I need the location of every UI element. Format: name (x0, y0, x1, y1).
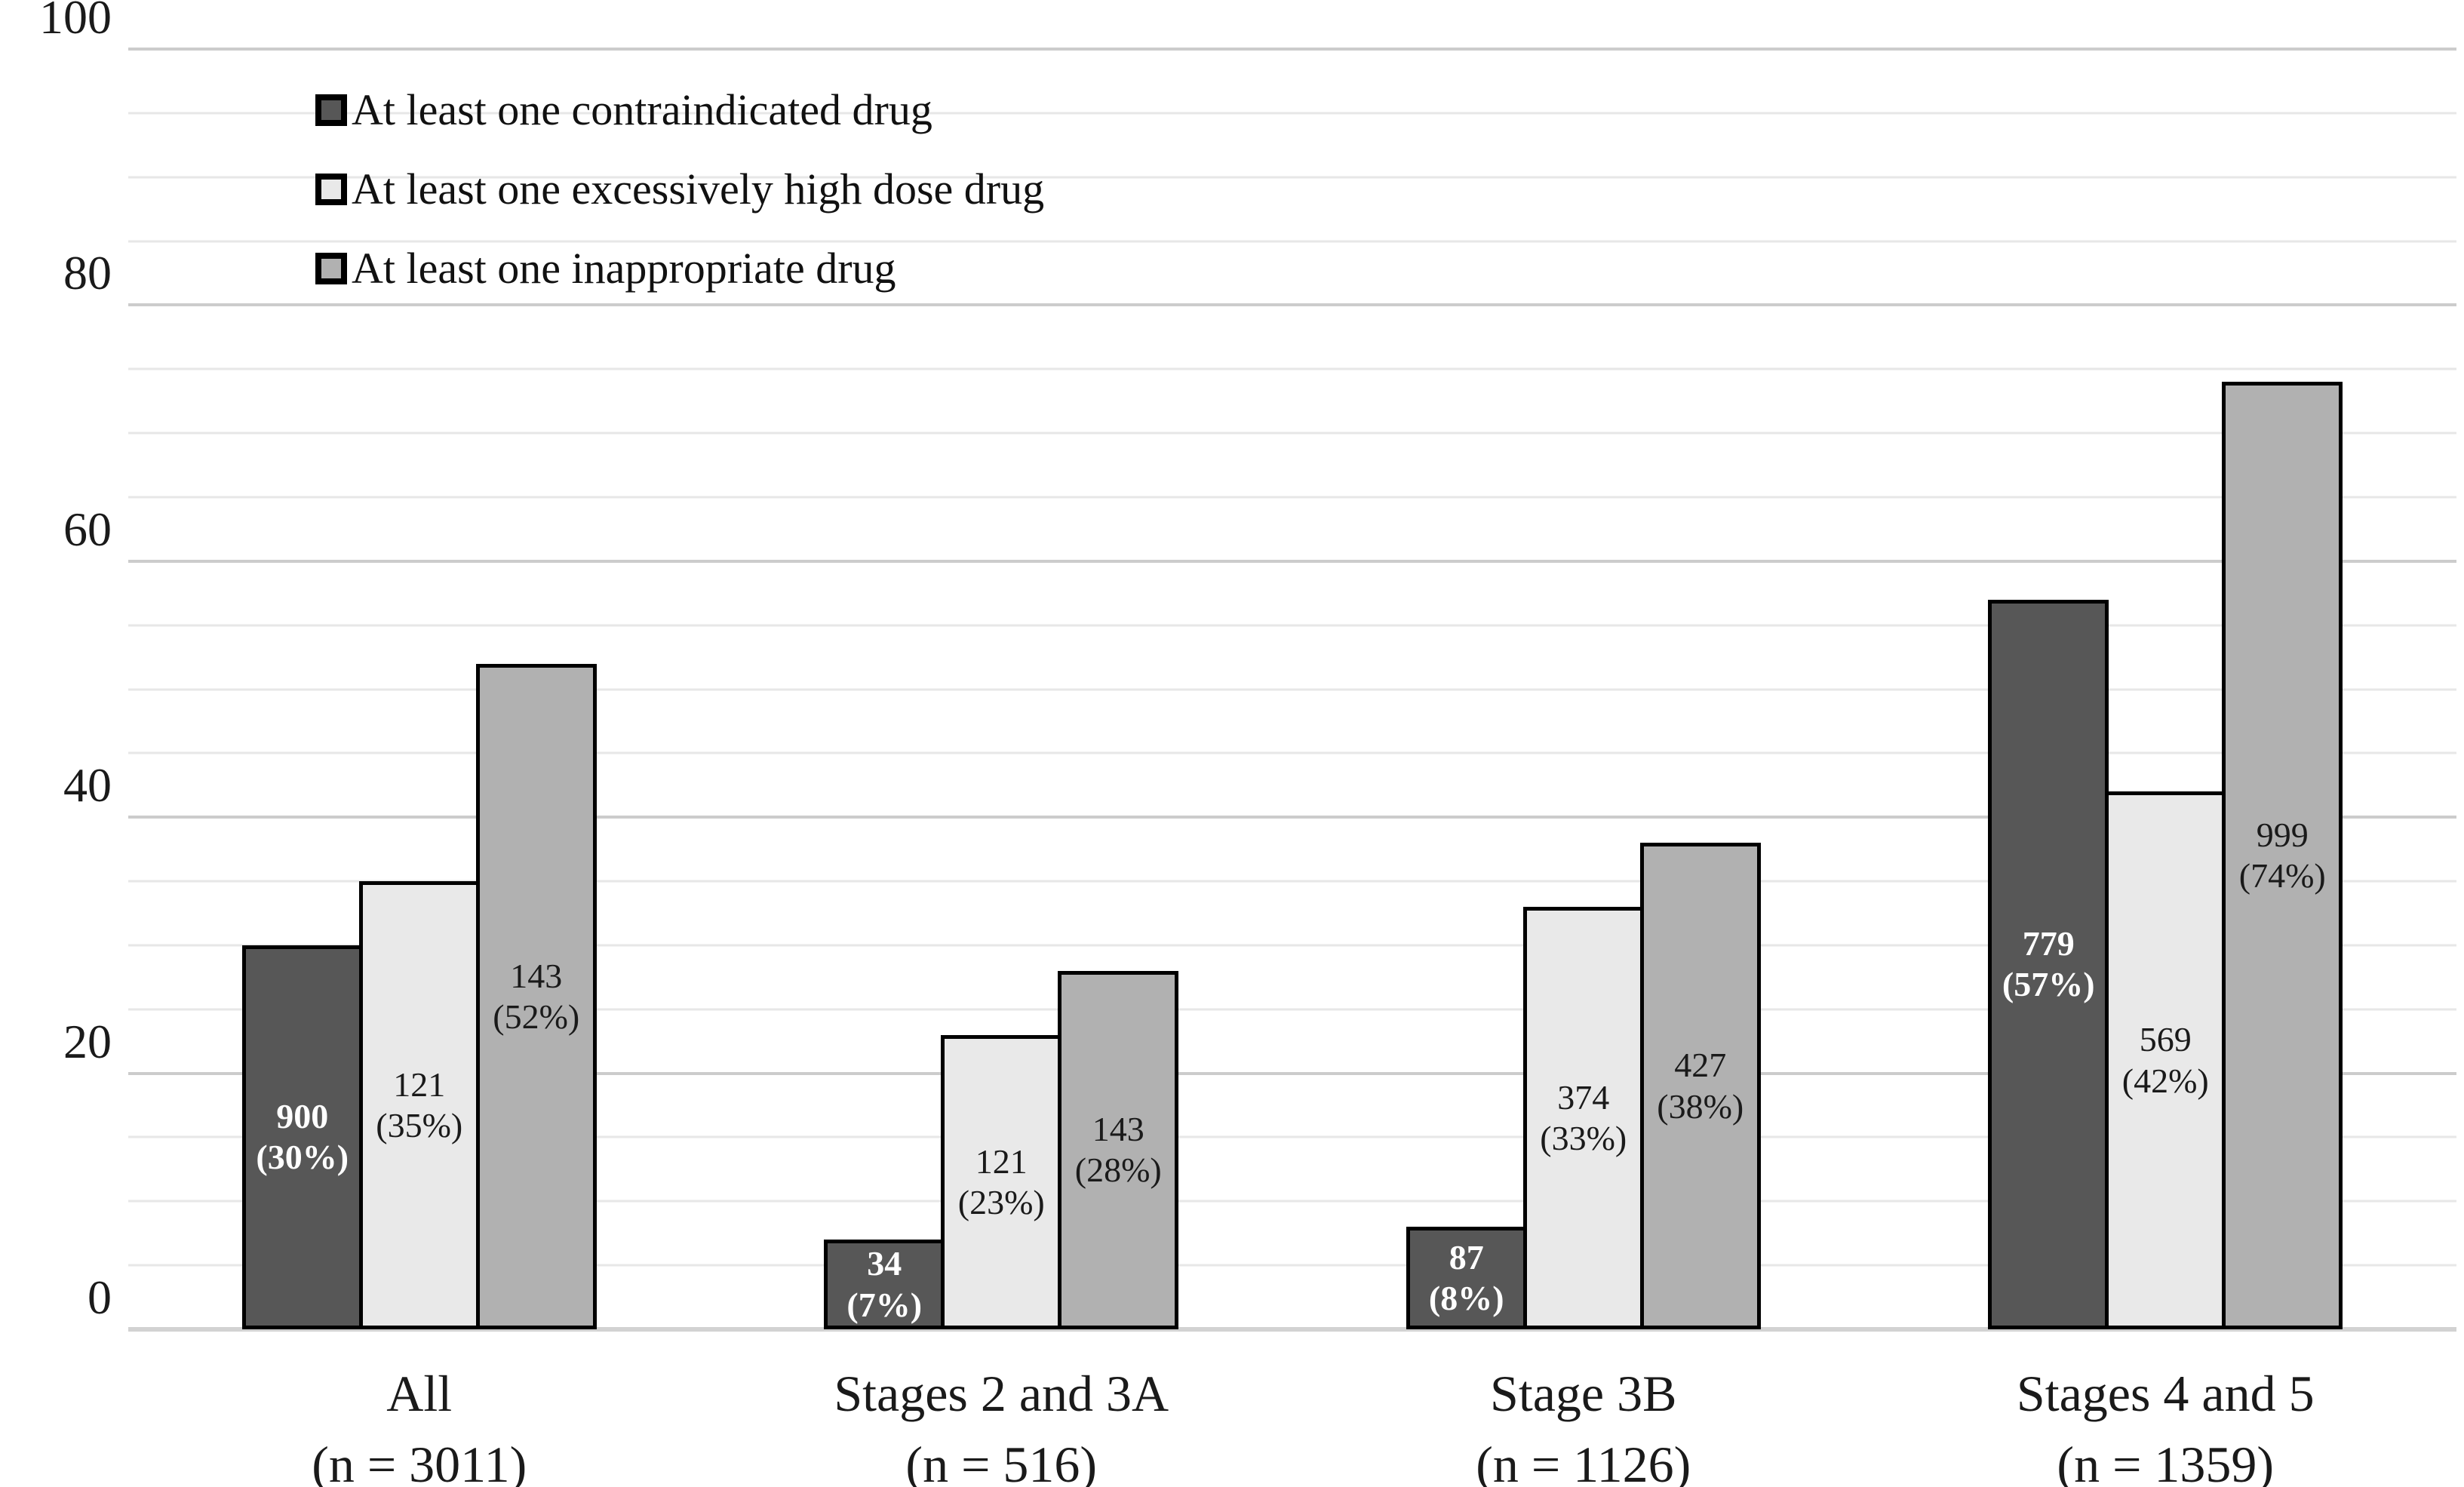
bar-data-label: 999 (74%) (2238, 815, 2326, 896)
bar-data-label: 34 (7%) (846, 1244, 923, 1324)
bar-data-label: 779 (57%) (2002, 924, 2095, 1004)
category-label: All (n = 3011) (312, 1365, 527, 1487)
bar-series-3: 143 (28%) (1058, 970, 1179, 1329)
bar-series-2: 374 (33%) (1522, 907, 1644, 1329)
bar-series-3: 999 (74%) (2222, 382, 2343, 1329)
bar-data-label: 900 (30%) (256, 1097, 349, 1177)
bar-series-2: 121 (23%) (941, 1034, 1062, 1329)
y-tick-label: 100 (39, 0, 112, 44)
legend-swatch-icon (315, 94, 347, 126)
bar-group: 779 (57%) 569 (42%) 999 (74%) (1875, 49, 2457, 1329)
y-tick-label: 40 (63, 758, 112, 813)
bar-data-label: 143 (52%) (493, 956, 580, 1036)
bar-group: 34 (7%) 121 (23%) 143 (28%) (711, 49, 1293, 1329)
bar-series-2: 121 (35%) (358, 881, 480, 1329)
bar-data-label: 143 (28%) (1074, 1110, 1162, 1190)
y-tick-label: 0 (88, 1270, 112, 1324)
legend-item: At least one inappropriate drug (315, 243, 1044, 293)
y-axis: 0 20 40 60 80 100 (0, 0, 112, 1329)
legend-label: At least one excessively high dose drug (352, 164, 1045, 214)
legend-item: At least one excessively high dose drug (315, 164, 1044, 214)
bar-data-label: 569 (42%) (2121, 1020, 2209, 1100)
bar-group: 87 (8%) 374 (33%) 427 (38%) (1292, 49, 1875, 1329)
legend-label: At least one inappropriate drug (352, 244, 896, 293)
legend: At least one contraindicated drug At leas… (315, 84, 1044, 293)
bar-data-label: 87 (8%) (1428, 1237, 1504, 1318)
x-axis-line (128, 1327, 2456, 1332)
y-tick-label: 80 (63, 246, 112, 300)
category-label: Stage 3B (n = 1126) (1476, 1365, 1691, 1487)
bar-data-label: 374 (33%) (1540, 1077, 1627, 1157)
bar-series-1: 87 (8%) (1406, 1227, 1527, 1329)
bar-series-1: 900 (30%) (241, 945, 363, 1329)
legend-swatch-icon (315, 173, 347, 205)
bar-group: 900 (30%) 121 (35%) 143 (52%) (128, 49, 711, 1329)
bar-data-label: 121 (23%) (957, 1141, 1045, 1221)
bar-series-1: 34 (7%) (824, 1240, 945, 1329)
bar-data-label: 427 (38%) (1657, 1046, 1744, 1126)
category-label: Stages 4 and 5 (n = 1359) (2016, 1365, 2315, 1487)
category-label: Stages 2 and 3A (n = 516) (834, 1365, 1169, 1487)
bar-data-label: 121 (35%) (376, 1065, 463, 1145)
x-axis: All (n = 3011) Stages 2 and 3A (n = 516) Sta… (128, 1358, 2456, 1487)
bar-series-1: 779 (57%) (1988, 599, 2109, 1329)
legend-label: At least one contraindicated drug (352, 85, 932, 134)
y-tick-label: 60 (63, 502, 112, 556)
y-tick-label: 20 (63, 1014, 112, 1068)
legend-item: At least one contraindicated drug (315, 84, 1044, 135)
bar-series-3: 143 (52%) (475, 663, 597, 1329)
bar-series-3: 427 (38%) (1639, 843, 1761, 1329)
legend-swatch-icon (315, 252, 347, 284)
bar-series-2: 569 (42%) (2105, 791, 2226, 1329)
